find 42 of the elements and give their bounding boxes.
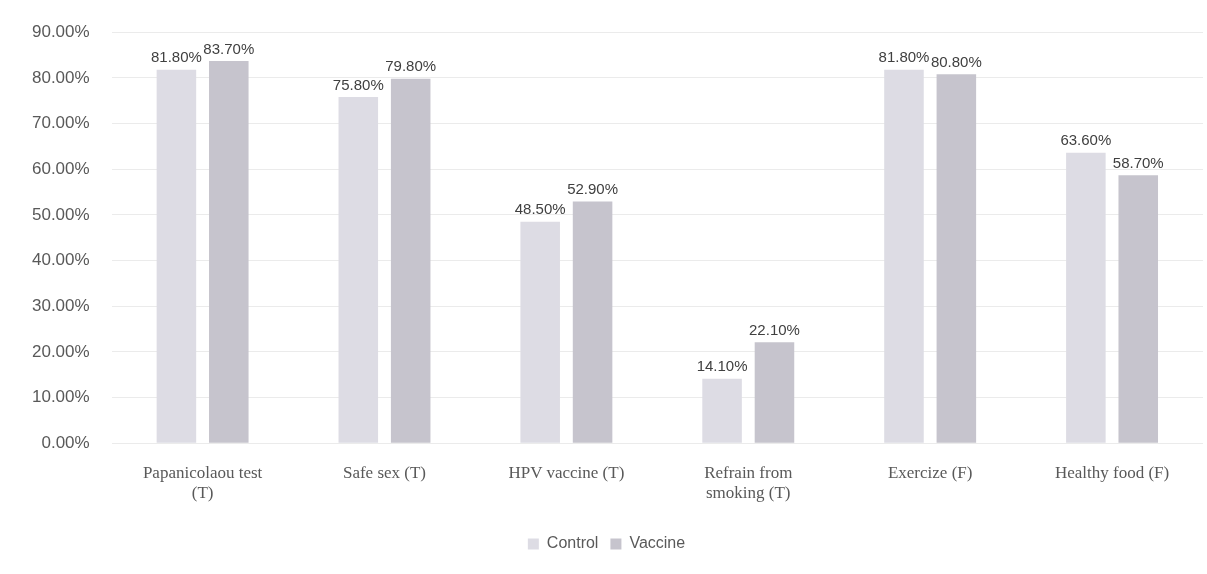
data-label: 79.80% [385,57,437,75]
y-tick-label: 0.00% [41,432,90,452]
y-tick-label: 70.00% [31,113,90,133]
data-label: 22.10% [749,320,800,338]
x-tick-label: Exercize (F) [887,462,973,482]
y-tick-label: 60.00% [31,158,90,178]
legend-label: Control [546,534,599,552]
bar [338,97,379,443]
data-label: 80.80% [930,52,982,70]
bar [936,74,977,443]
data-label: 63.60% [1060,131,1112,149]
bar [520,221,560,443]
bar [390,78,431,443]
data-label: 75.80% [332,75,384,93]
data-label: 14.10% [696,357,748,375]
data-label: 58.70% [1112,153,1164,171]
y-tick-label: 30.00% [31,295,90,315]
bar [884,69,924,443]
bar [156,69,197,443]
y-tick-label: 80.00% [31,67,90,87]
x-tick-label: Safe sex (T) [342,462,427,482]
bar [1066,152,1106,443]
data-label: 81.80% [878,48,930,66]
y-tick-label: 50.00% [31,204,90,224]
x-tick-label: Healthy food (F) [1054,462,1170,482]
legend-label: Vaccine [629,534,686,552]
bar [702,378,742,443]
data-label: 81.80% [150,48,202,66]
x-tick-label: Papanicolaou test (T) [142,462,263,503]
bar [572,201,613,443]
bar [754,342,795,443]
x-tick-label: HPV vaccine (T) [508,462,625,482]
y-tick-label: 20.00% [31,341,90,361]
x-tick-label: Refrain from smoking (T) [704,462,793,503]
y-tick-label: 40.00% [31,250,90,270]
y-tick-label: 10.00% [31,387,90,407]
data-label: 83.70% [203,39,255,57]
y-tick-label: 90.00% [31,21,90,41]
data-label: 52.90% [567,180,619,198]
bar [209,60,249,443]
data-label: 48.50% [514,200,566,218]
bar [1118,175,1159,443]
